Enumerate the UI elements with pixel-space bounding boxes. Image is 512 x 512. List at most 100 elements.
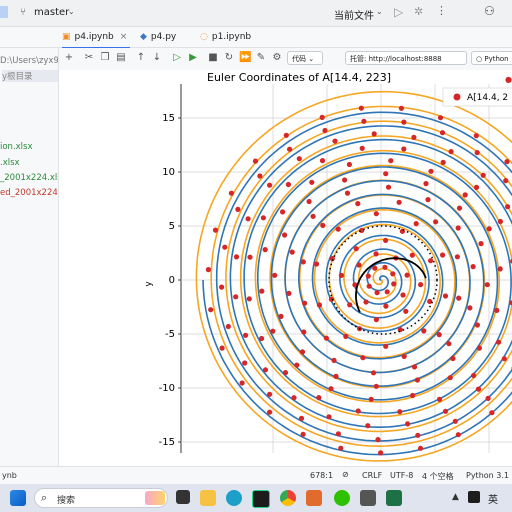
data-point	[319, 158, 326, 164]
root-label[interactable]: y根目录	[2, 70, 58, 82]
data-point	[439, 130, 446, 136]
tab-p1-ipynb[interactable]: ◌ p1.ipynb	[200, 32, 252, 42]
data-point	[355, 201, 361, 207]
y-tick-label: -15	[159, 437, 175, 448]
data-point	[475, 386, 482, 392]
settings-icon[interactable]: ⚙	[272, 52, 282, 63]
data-point	[421, 328, 427, 334]
data-point	[365, 273, 371, 279]
data-point	[476, 345, 482, 351]
data-point	[300, 259, 306, 265]
move-up-icon[interactable]: ↑	[136, 52, 146, 63]
cell-type-select[interactable]: 代码 ⌄	[287, 51, 323, 65]
file-item[interactable]: .xlsx	[0, 158, 20, 168]
restart-icon[interactable]: ↻	[224, 52, 234, 63]
tab-p4-ipynb[interactable]: ▣ p4.ipynb ×	[62, 27, 130, 49]
encoding[interactable]: UTF-8	[390, 471, 414, 480]
data-point	[378, 450, 384, 456]
debug-icon[interactable]: ✲	[414, 5, 424, 18]
add-user-icon[interactable]: ⚇	[484, 4, 495, 18]
branch-name[interactable]: master	[34, 7, 70, 18]
data-point	[245, 216, 251, 222]
data-point	[219, 284, 225, 290]
file-item[interactable]: ion.xlsx	[0, 142, 33, 152]
windows-start-icon[interactable]	[10, 490, 26, 506]
copy-icon[interactable]: ❐	[100, 52, 110, 63]
data-point	[388, 158, 394, 164]
data-point	[316, 302, 322, 308]
data-point	[243, 332, 249, 338]
data-point	[411, 364, 418, 370]
run-config-select[interactable]: 当前文件	[334, 11, 374, 22]
data-point	[342, 177, 348, 183]
task-view-icon[interactable]	[176, 490, 190, 504]
data-point	[501, 356, 507, 362]
data-point	[411, 134, 417, 140]
file-explorer-icon[interactable]	[200, 490, 216, 506]
y-tick-label: 5	[169, 221, 175, 232]
data-point	[309, 179, 315, 185]
clear-icon[interactable]: ✎	[256, 52, 266, 63]
move-down-icon[interactable]: ↓	[152, 52, 162, 63]
tab-p4-py[interactable]: ◆ p4.py	[140, 32, 177, 42]
tray-chevron-icon[interactable]: ▲	[452, 492, 459, 502]
notebook-icon: ◌	[200, 32, 208, 42]
chrome-icon[interactable]	[280, 490, 296, 506]
dotted-circle	[328, 225, 438, 335]
data-point	[409, 252, 415, 258]
data-point	[222, 244, 228, 250]
y-tick-label: 10	[162, 167, 175, 178]
y-tick-label: -10	[159, 383, 175, 394]
cut-icon[interactable]: ✂	[84, 52, 94, 63]
data-point	[397, 409, 403, 415]
data-point	[373, 317, 379, 323]
chevron-down-icon[interactable]: ⌄	[376, 7, 383, 16]
data-point	[272, 272, 278, 278]
add-icon[interactable]: +	[64, 52, 74, 63]
kernel-select[interactable]: ○ Python	[471, 51, 512, 65]
ime-indicator[interactable]: 英	[488, 495, 498, 506]
wechat-icon[interactable]	[334, 490, 350, 506]
edge-icon[interactable]	[226, 490, 242, 506]
data-point	[448, 149, 454, 155]
interpreter[interactable]: Python 3.1	[466, 471, 509, 480]
chart-title: Euler Coordinates of A[14.4, 223]	[207, 71, 391, 84]
data-point	[335, 226, 341, 232]
project-path[interactable]: D:\Users\zyx9	[0, 56, 59, 66]
status-left[interactable]: ynb	[2, 471, 17, 480]
close-icon[interactable]: ×	[119, 32, 128, 42]
data-point	[401, 119, 407, 125]
data-point	[262, 247, 268, 253]
stop-icon[interactable]: ■	[208, 52, 218, 63]
taskbar-search[interactable]: ⌕ 搜索	[34, 488, 168, 508]
indent[interactable]: 4 个空格	[422, 472, 454, 481]
more-icon[interactable]: ⋮	[436, 4, 447, 17]
readonly-icon[interactable]: ⊘	[342, 470, 349, 479]
file-item[interactable]: ed_2001x224.x	[0, 188, 59, 198]
data-point	[373, 383, 379, 389]
y-axis-label: y	[144, 281, 154, 287]
run-cell-icon[interactable]: ▷	[173, 52, 181, 63]
chevron-down-icon[interactable]: ⌄	[68, 7, 75, 16]
data-point	[370, 370, 377, 376]
data-point	[338, 445, 344, 451]
matlab-icon[interactable]	[306, 490, 322, 506]
restart-run-icon[interactable]: ⏩	[239, 52, 252, 63]
line-ending[interactable]: CRLF	[362, 471, 383, 480]
pycharm-icon[interactable]	[252, 490, 270, 508]
tray-app-icon[interactable]	[468, 491, 480, 503]
y-ticks: 15 10 5 0 -5 -10 -15	[159, 113, 181, 448]
data-point	[503, 178, 509, 184]
data-point	[247, 254, 253, 260]
data-point	[405, 421, 411, 427]
run-icon[interactable]: ▷	[394, 5, 404, 19]
server-select[interactable]: 托管: http://localhost:8888	[345, 51, 467, 65]
file-item[interactable]: _2001x224.xls	[0, 173, 59, 183]
paste-icon[interactable]: ▤	[116, 52, 126, 63]
cursor-position[interactable]: 678:1	[310, 471, 334, 480]
app-icon[interactable]	[360, 490, 376, 506]
excel-icon[interactable]	[386, 490, 402, 506]
data-point	[391, 281, 397, 287]
data-point	[480, 172, 486, 178]
run-all-icon[interactable]: ▶	[189, 52, 197, 63]
